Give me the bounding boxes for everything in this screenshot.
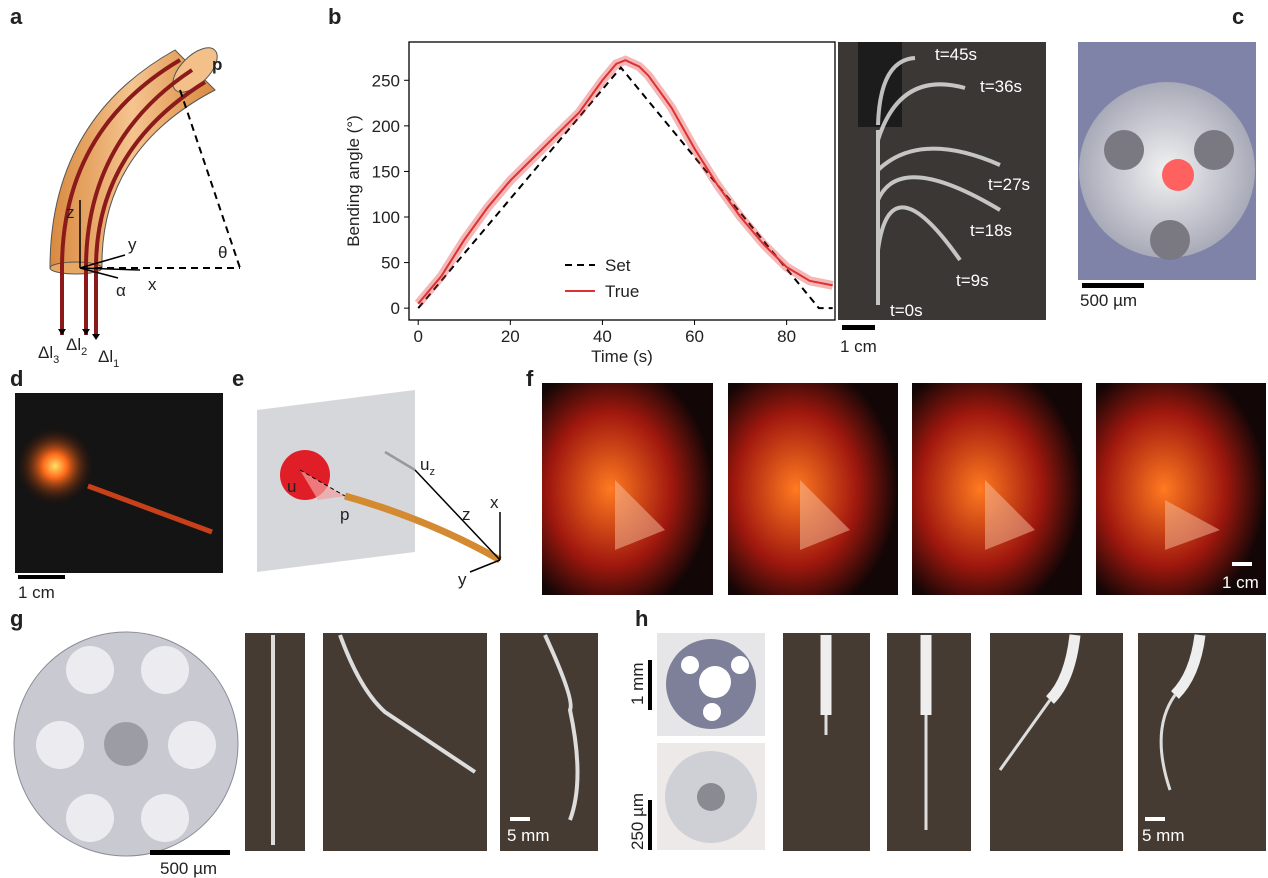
x-tick-label: 60	[685, 327, 704, 346]
y-tick-label: 150	[372, 162, 400, 181]
photo	[728, 383, 898, 595]
panel-b-photo: t=45s t=36s t=27s t=18s t=9s t=0s 1 cm	[838, 42, 1046, 356]
time-label: t=9s	[956, 271, 989, 290]
panel-letter: h	[635, 606, 648, 631]
panel-letter: f	[526, 366, 534, 391]
scale-label: 500 µm	[160, 859, 217, 878]
x-tick-label: 80	[777, 327, 796, 346]
panel-letter: g	[10, 606, 23, 631]
plane	[257, 390, 415, 572]
panel-f: 1 cm	[542, 383, 1266, 595]
panel-e: u p z x y uz	[257, 390, 500, 589]
label: x	[148, 275, 157, 294]
scale-bar	[842, 325, 875, 330]
legend-label: Set	[605, 256, 631, 275]
label: uz	[420, 455, 435, 478]
panel-h: 1 mm 250 µm 5 mm	[628, 633, 1266, 851]
scale-label: 1 mm	[628, 663, 647, 706]
hole	[1104, 130, 1144, 170]
scale-bar	[1145, 817, 1165, 821]
hole	[699, 666, 731, 698]
core	[697, 783, 725, 811]
panel-letter: c	[1232, 4, 1244, 29]
y-tick-label: 0	[391, 299, 400, 318]
core	[1162, 159, 1194, 191]
photo	[912, 383, 1082, 595]
y-tick-label: 200	[372, 117, 400, 136]
figure: a b c d e f g h p z y x α θ Δl3 Δl2 Δl1 …	[0, 0, 1268, 878]
x-tick-label: 20	[501, 327, 520, 346]
label: Δl	[98, 347, 113, 366]
time-label: t=45s	[935, 45, 977, 64]
y-tick-label: 50	[381, 254, 400, 273]
panel-letter: b	[328, 4, 341, 29]
spot	[15, 426, 95, 506]
hole	[1194, 130, 1234, 170]
label: y	[128, 235, 137, 254]
scale-label: 1 cm	[18, 583, 55, 602]
panel-a: p z y x α θ Δl3 Δl2 Δl1	[38, 40, 240, 370]
x-tick-label: 40	[593, 327, 612, 346]
panel-d: 1 cm	[15, 393, 223, 602]
scale-label: 250 µm	[628, 793, 647, 850]
plot-frame	[409, 42, 835, 320]
sub: 1	[113, 358, 119, 370]
scale-bar	[18, 575, 65, 579]
panel-c: 500 µm	[1078, 42, 1256, 310]
label: α	[116, 281, 126, 300]
x-axis-label: Time (s)	[591, 347, 653, 366]
scale-bar	[1232, 562, 1252, 566]
panel-g: 500 µm 5 mm	[14, 632, 598, 878]
label: θ	[218, 243, 227, 262]
label: Δl	[38, 343, 53, 362]
label: u	[420, 455, 429, 474]
label: Δl3	[38, 343, 59, 366]
panel-letter: d	[10, 366, 23, 391]
scale-label: 1 cm	[840, 337, 877, 356]
scale-bar	[648, 800, 652, 850]
y-tick-label: 250	[372, 71, 400, 90]
panel-letter: e	[232, 366, 244, 391]
sub: z	[429, 466, 435, 478]
legend-label: True	[605, 282, 639, 301]
sub: 2	[81, 346, 87, 358]
label: u	[287, 477, 296, 496]
photo	[323, 633, 487, 851]
scale-label: 5 mm	[1142, 826, 1185, 845]
core	[104, 722, 148, 766]
label: z	[462, 505, 471, 524]
label: z	[66, 203, 75, 222]
hole	[1150, 220, 1190, 260]
label: p	[212, 55, 222, 74]
scale-bar	[648, 660, 652, 710]
scale-bar	[510, 817, 530, 821]
scale-bar	[150, 850, 230, 855]
y-tick-label: 100	[372, 208, 400, 227]
scale-label: 1 cm	[1222, 573, 1259, 592]
x-tick-label: 0	[413, 327, 422, 346]
sub: 3	[53, 354, 59, 366]
panel-letter: a	[10, 4, 23, 29]
label: Δl2	[66, 335, 87, 358]
y-axis-label: Bending angle (°)	[344, 115, 363, 247]
photo	[990, 633, 1123, 851]
chart: 0 50 100 150 200 250 0 20 40 60 80 Time (s) Bending …	[344, 42, 835, 366]
scale-label: 500 µm	[1080, 291, 1137, 310]
label: p	[340, 505, 349, 524]
time-label: t=27s	[988, 175, 1030, 194]
time-label: t=36s	[980, 77, 1022, 96]
time-label: t=0s	[890, 301, 923, 320]
photo	[542, 383, 713, 595]
scale-bar	[1082, 283, 1144, 288]
scale-label: 5 mm	[507, 826, 550, 845]
label: y	[458, 570, 467, 589]
label: Δl1	[98, 347, 119, 370]
time-label: t=18s	[970, 221, 1012, 240]
label: Δl	[66, 335, 81, 354]
label: x	[490, 493, 499, 512]
